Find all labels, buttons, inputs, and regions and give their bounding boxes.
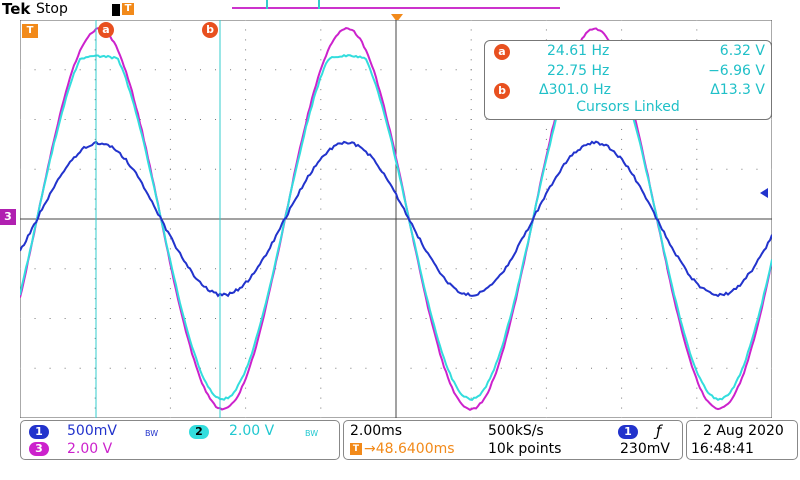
- delta-voltage: Δ13.3 V: [665, 82, 765, 98]
- horizontal-position: →48.6400ms: [364, 441, 455, 457]
- cursor-a-icon: a: [494, 44, 510, 60]
- bottom-status-panel: 1 500mV BW 2 2.00 V BW 3 2.00 V 2.00ms 5…: [0, 418, 800, 480]
- cursor-b-voltage: −6.96 V: [665, 63, 765, 79]
- cursor-a-badge[interactable]: a: [98, 22, 114, 38]
- datetime-panel: 2 Aug 2020 16:48:41: [686, 420, 798, 460]
- cursor-a-voltage: 6.32 V: [665, 43, 765, 59]
- channel-2-scale: 2.00 V: [229, 423, 274, 439]
- trigger-position-icon[interactable]: T: [122, 3, 134, 15]
- record-length-bar: [232, 7, 560, 9]
- cursor-b-badge[interactable]: b: [202, 22, 218, 38]
- readout-row: a 24.61 Hz 6.32 V: [485, 43, 771, 63]
- record-length: 10k points: [488, 441, 561, 457]
- channel-3-ground-marker[interactable]: 3: [0, 209, 16, 225]
- brand-logo: Tek: [2, 0, 30, 18]
- channel-1-scale: 500mV: [67, 423, 117, 439]
- sample-rate: 500kS/s: [488, 423, 544, 439]
- cursor-readout: a 24.61 Hz 6.32 V 22.75 Hz −6.96 V b Δ30…: [484, 40, 772, 120]
- channels-panel[interactable]: 1 500mV BW 2 2.00 V BW 3 2.00 V: [20, 420, 340, 460]
- delta-frequency: Δ301.0 Hz: [539, 82, 659, 98]
- record-window-start: [266, 0, 268, 9]
- cursor-b-frequency: 22.75 Hz: [547, 63, 667, 79]
- trigger-position-left-icon: [112, 4, 120, 16]
- readout-row: 22.75 Hz −6.96 V: [485, 63, 771, 83]
- cursor-a-frequency: 24.61 Hz: [547, 43, 667, 59]
- timebase-panel[interactable]: 2.00ms 500kS/s T →48.6400ms 10k points 1…: [343, 420, 683, 460]
- channel-1-ground-arrow-icon[interactable]: [760, 188, 768, 198]
- trigger-source-chip[interactable]: 1: [618, 425, 638, 439]
- channel-1-bw-limit: BW: [145, 429, 158, 438]
- trigger-position-icon: T: [350, 443, 362, 455]
- time-per-division: 2.00ms: [350, 423, 402, 439]
- channel-2-bw-limit: BW: [305, 429, 318, 438]
- status-bar: Tek Stop T: [0, 0, 800, 20]
- cursor-b-icon: b: [494, 83, 510, 99]
- channel-3-scale: 2.00 V: [67, 441, 112, 457]
- channel-3-chip[interactable]: 3: [29, 442, 49, 456]
- channel-2-chip[interactable]: 2: [189, 425, 209, 439]
- cursors-linked-label: Cursors Linked: [485, 99, 771, 115]
- trigger-marker-icon[interactable]: T: [22, 24, 38, 38]
- time-label: 16:48:41: [691, 441, 754, 457]
- acquisition-status: Stop: [36, 1, 68, 17]
- record-window-end: [318, 0, 320, 9]
- channel-1-chip[interactable]: 1: [29, 425, 49, 439]
- date-label: 2 Aug 2020: [703, 423, 784, 439]
- rising-edge-icon: ƒ: [656, 422, 661, 440]
- trigger-level: 230mV: [620, 441, 670, 457]
